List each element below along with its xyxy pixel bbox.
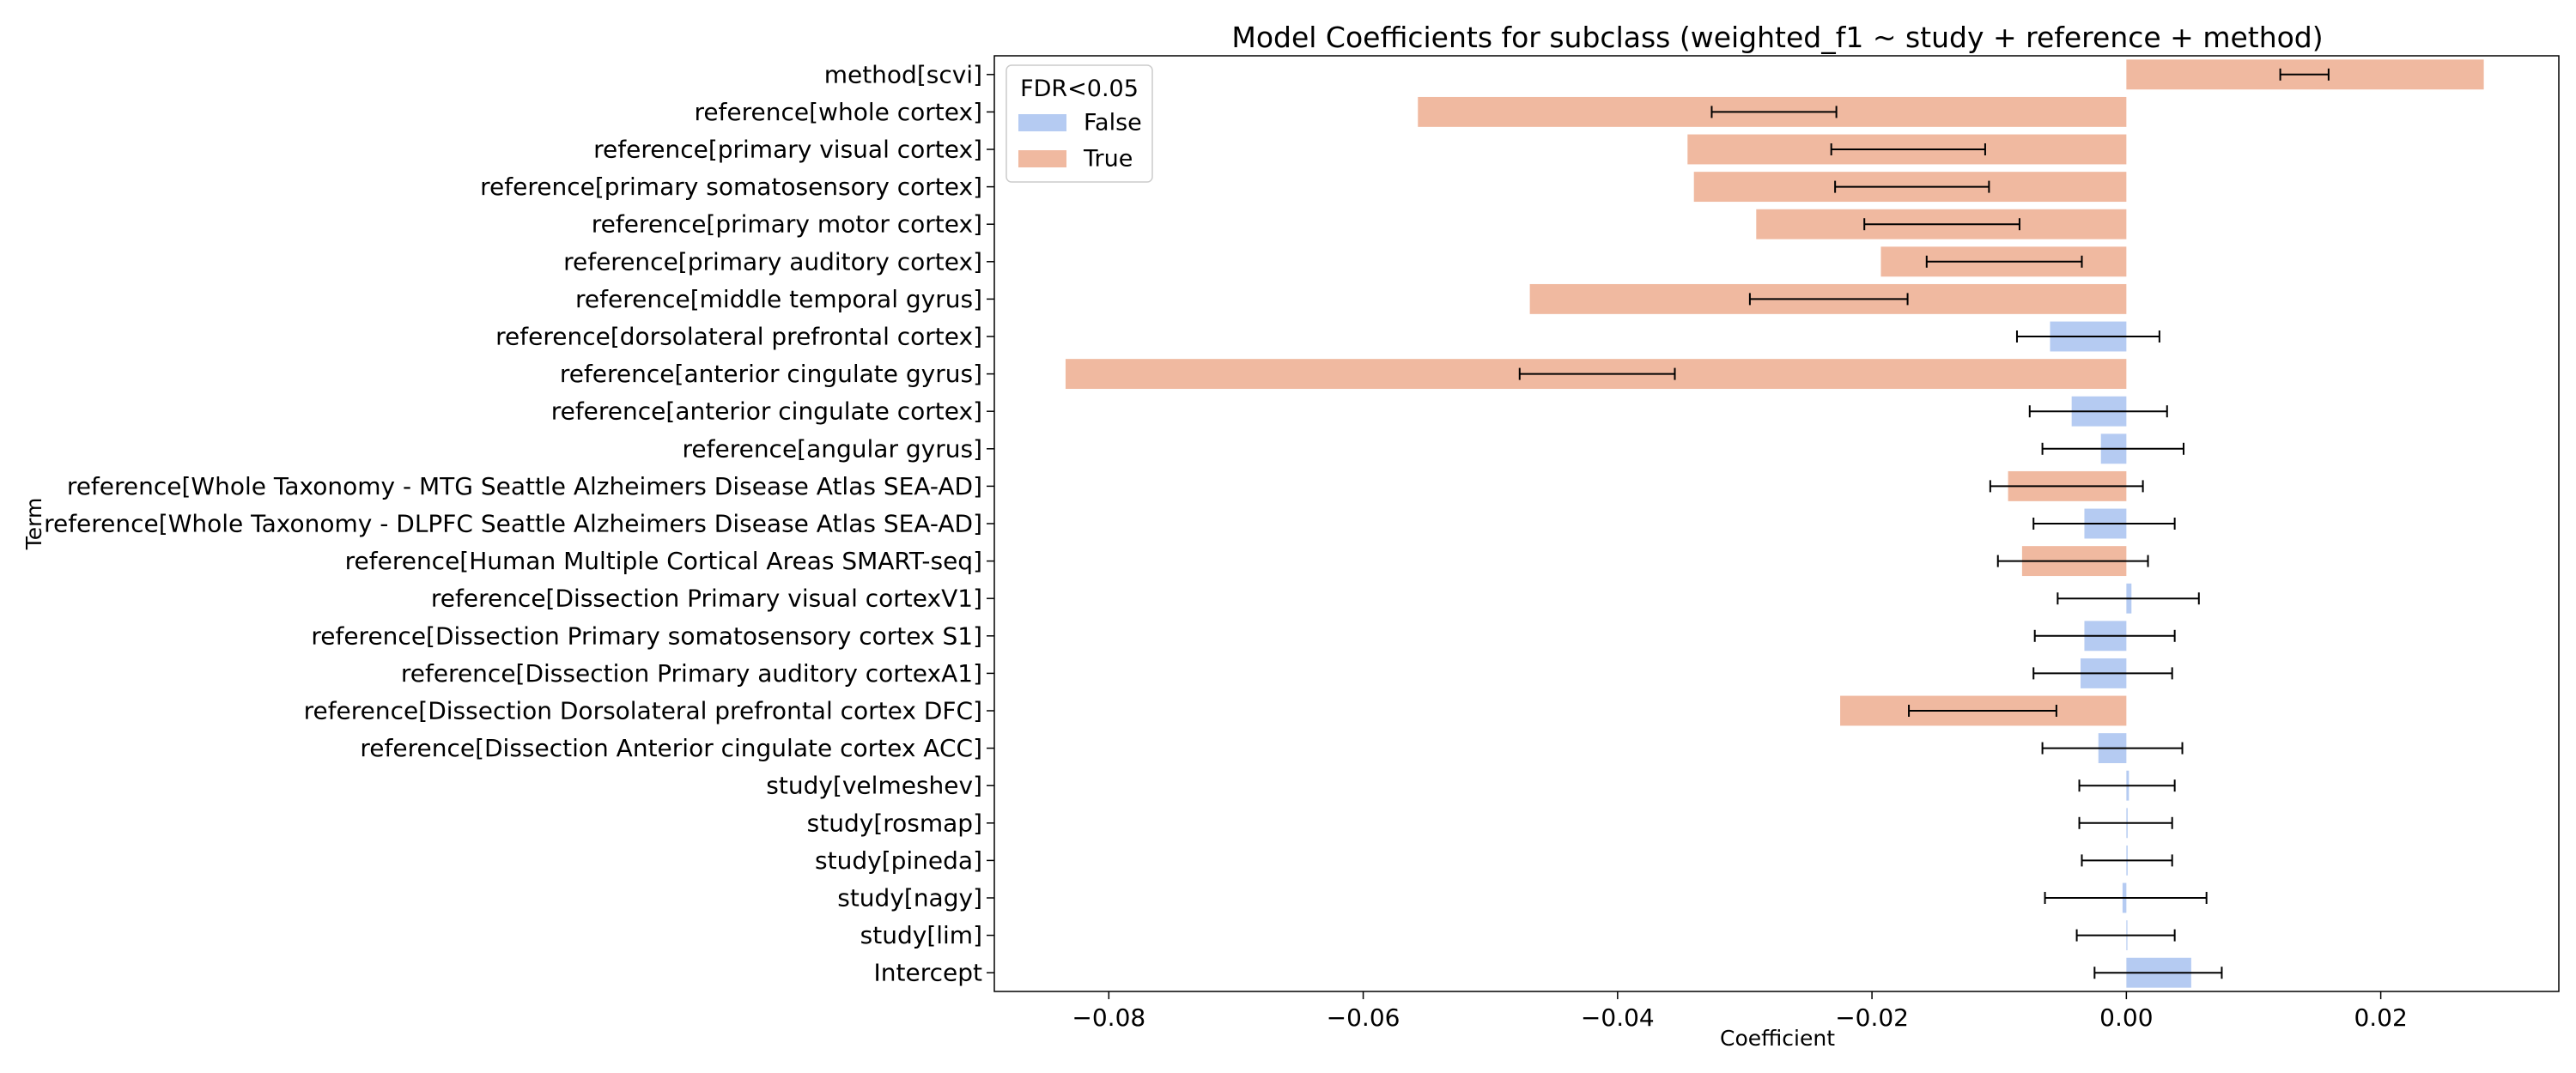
y-tick-label: reference[anterior cingulate cortex]	[551, 397, 982, 426]
x-tick-label: 0.00	[2099, 1003, 2153, 1032]
y-tick-label: method[scvi]	[824, 60, 982, 88]
y-tick-label: reference[primary visual cortex]	[593, 136, 982, 164]
y-tick-label: reference[middle temporal gyrus]	[575, 285, 982, 313]
y-tick-label: reference[Whole Taxonomy - MTG Seattle A…	[67, 472, 982, 500]
x-tick-label: −0.04	[1581, 1003, 1655, 1032]
y-tick-label: reference[primary auditory cortex]	[563, 247, 982, 276]
x-tick-label: −0.02	[1835, 1003, 1909, 1032]
x-tick-label: −0.06	[1327, 1003, 1400, 1032]
chart-title: Model Coefficients for subclass (weighte…	[1231, 21, 2323, 54]
x-tick-label: 0.02	[2354, 1003, 2407, 1032]
y-axis: method[scvi] reference[whole cortex] refer…	[44, 60, 994, 987]
x-axis-label: Coefficient	[1720, 1026, 1835, 1051]
legend-title: FDR<0.05	[1020, 76, 1139, 102]
y-tick-label: reference[primary somatosensory cortex]	[480, 173, 982, 201]
y-axis-label: Term	[21, 498, 46, 551]
y-tick-label: reference[Dissection Dorsolateral prefro…	[304, 697, 982, 725]
legend-swatch	[1018, 150, 1066, 167]
y-tick-label: reference[primary motor cortex]	[592, 210, 982, 239]
y-tick-label: reference[angular gyrus]	[682, 434, 982, 463]
x-axis: −0.08 −0.06 −0.04 −0.02 0.00 0.02	[1072, 991, 2408, 1032]
bars-layer	[1065, 59, 2484, 988]
y-tick-label: reference[Whole Taxonomy - DLPFC Seattle…	[44, 510, 982, 538]
y-tick-label: study[nagy]	[837, 884, 982, 912]
y-tick-label: reference[Dissection Anterior cingulate …	[360, 734, 982, 762]
y-tick-label: reference[Dissection Primary auditory co…	[401, 659, 982, 688]
y-tick-label: Intercept	[874, 959, 983, 987]
y-tick-label: study[lim]	[860, 921, 982, 949]
legend-label: True	[1083, 146, 1133, 173]
error-bars-layer	[1518, 68, 2330, 979]
y-tick-label: study[rosmap]	[807, 809, 982, 837]
x-tick-label: −0.08	[1072, 1003, 1145, 1032]
y-tick-label: study[pineda]	[815, 846, 982, 875]
legend-label: False	[1084, 110, 1142, 136]
y-tick-label: reference[Dissection Primary visual cort…	[431, 585, 982, 613]
y-tick-label: reference[dorsolateral prefrontal cortex…	[495, 323, 982, 351]
y-tick-label: reference[Human Multiple Cortical Areas …	[345, 547, 982, 575]
y-tick-label: reference[whole cortex]	[694, 98, 982, 126]
y-tick-label: reference[Dissection Primary somatosenso…	[311, 621, 982, 650]
legend-swatch	[1018, 114, 1066, 131]
y-tick-label: study[velmeshev]	[766, 772, 982, 800]
y-tick-label: reference[anterior cingulate gyrus]	[560, 360, 982, 388]
legend: FDR<0.05 False True	[1005, 64, 1153, 183]
